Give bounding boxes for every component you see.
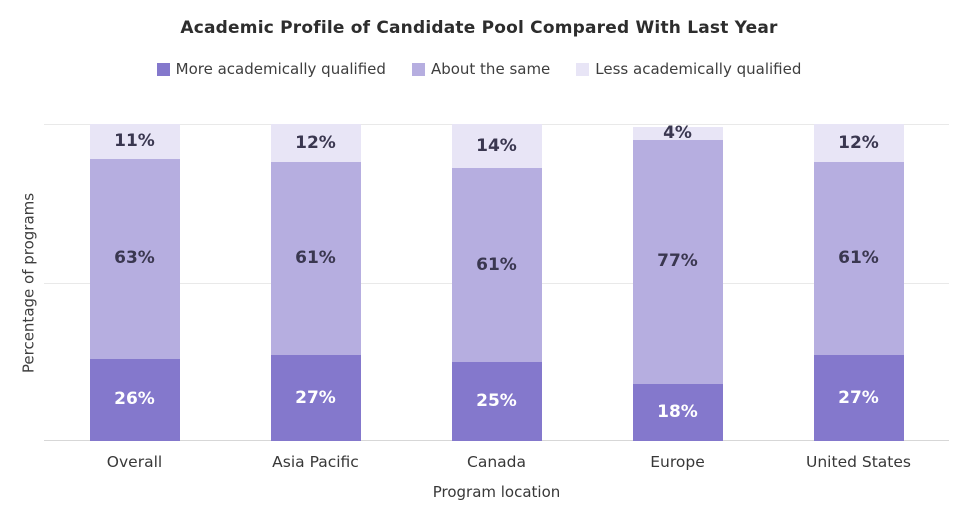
bar-segment-europe-series-2: 4%	[632, 123, 723, 144]
data-label: 18%	[657, 401, 698, 422]
bar-group-europe: 4% 77% 18%	[587, 124, 768, 441]
data-label: 26%	[114, 389, 155, 410]
bar-segment-united-states-series-1: 61%	[813, 162, 904, 356]
legend-item-about-same: About the same	[411, 60, 551, 78]
bar-segment-overall-series-2: 11%	[89, 124, 180, 159]
bar-segment-canada-series-0: 25%	[451, 361, 542, 441]
data-label: 63%	[114, 248, 155, 269]
x-axis-title: Program location	[432, 483, 561, 501]
category-label-asia-pacific: Asia Pacific	[272, 453, 359, 471]
stacked-bar-united-states: 12% 61% 27%	[813, 124, 904, 441]
category-label-europe: Europe	[650, 453, 705, 471]
bars-container: 11% 63% 26% 12% 61% 27% 14% 61% 25% 4% 77% 18% 12% 61…	[44, 124, 949, 441]
bar-segment-canada-series-1: 61%	[451, 168, 542, 362]
x-axis-category-labels: Overall Asia Pacific Canada Europe United St…	[44, 453, 949, 471]
data-label: 11%	[114, 130, 155, 151]
stacked-bar-canada: 14% 61% 25%	[451, 124, 542, 441]
stacked-bar-asia-pacific: 12% 61% 27%	[270, 124, 361, 441]
data-label: 27%	[838, 387, 879, 408]
legend-swatch-about-same-icon	[411, 62, 425, 76]
legend-label: More academically qualified	[175, 60, 386, 78]
data-label: 27%	[295, 387, 336, 408]
bar-segment-united-states-series-2: 12%	[813, 124, 904, 163]
data-label: 77%	[657, 251, 698, 272]
bar-group-asia-pacific: 12% 61% 27%	[225, 124, 406, 441]
category-label-canada: Canada	[467, 453, 526, 471]
bar-segment-asia-pacific-series-2: 12%	[270, 124, 361, 163]
data-label: 61%	[838, 248, 879, 269]
data-label: 61%	[476, 254, 517, 275]
data-label: 12%	[838, 132, 879, 153]
legend-item-less-qualified: Less academically qualified	[576, 60, 801, 78]
data-label: 61%	[295, 248, 336, 269]
bar-segment-overall-series-0: 26%	[89, 358, 180, 441]
legend: More academically qualified About the sa…	[0, 60, 958, 78]
data-label: 12%	[295, 132, 336, 153]
category-label-overall: Overall	[106, 453, 163, 471]
legend-item-more-qualified: More academically qualified	[156, 60, 386, 78]
legend-label: About the same	[430, 60, 551, 78]
plot-area: 11% 63% 26% 12% 61% 27% 14% 61% 25% 4% 77% 18% 12% 61…	[44, 124, 949, 441]
bar-group-canada: 14% 61% 25%	[406, 124, 587, 441]
bar-segment-canada-series-2: 14%	[451, 124, 542, 169]
data-label: 4%	[663, 123, 692, 144]
legend-swatch-more-qualified-icon	[156, 62, 170, 76]
bar-segment-asia-pacific-series-1: 61%	[270, 162, 361, 356]
category-label-united-states: United States	[806, 453, 911, 471]
legend-swatch-less-qualified-icon	[576, 62, 590, 76]
bar-group-overall: 11% 63% 26%	[44, 124, 225, 441]
bar-group-united-states: 12% 61% 27%	[768, 124, 949, 441]
bar-segment-overall-series-1: 63%	[89, 158, 180, 359]
stacked-bar-europe: 4% 77% 18%	[632, 123, 723, 441]
legend-label: Less academically qualified	[595, 60, 802, 78]
data-label: 25%	[476, 390, 517, 411]
data-label: 14%	[476, 135, 517, 156]
bar-segment-united-states-series-0: 27%	[813, 355, 904, 441]
chart-title: Academic Profile of Candidate Pool Compa…	[180, 18, 778, 38]
bar-segment-europe-series-0: 18%	[632, 383, 723, 441]
y-axis-title: Percentage of programs	[19, 192, 38, 374]
bar-segment-europe-series-1: 77%	[632, 139, 723, 384]
bar-segment-asia-pacific-series-0: 27%	[270, 355, 361, 441]
stacked-bar-overall: 11% 63% 26%	[89, 124, 180, 441]
